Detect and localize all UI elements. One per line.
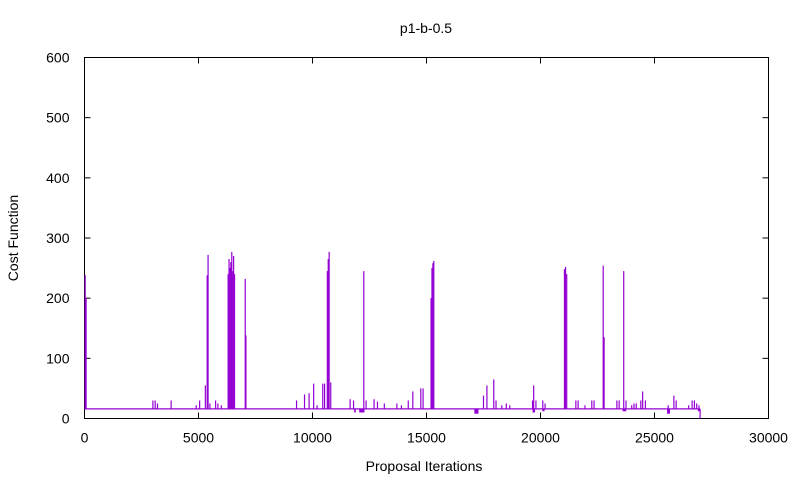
x-tick-label: 30000 [749,430,788,446]
series-dip [474,408,479,414]
chart-title: p1-b-0.5 [400,20,452,36]
series-dip [542,408,545,412]
x-tick-label: 5000 [183,430,214,446]
series-dip [622,408,627,412]
y-tick-label: 400 [46,170,70,186]
x-tick-label: 0 [81,430,89,446]
y-tick-label: 0 [62,411,70,427]
x-tick-label: 20000 [521,430,560,446]
y-tick-label: 500 [46,110,70,126]
series-dip [667,408,671,414]
y-tick-label: 600 [46,50,70,66]
y-axis-label: Cost Function [5,195,21,281]
series-dip [359,408,365,413]
y-axis: 0 100 200 300 400 500 600 [46,50,769,427]
series-dip [354,408,356,413]
plot-frame [84,57,769,419]
y-tick-label: 200 [46,290,70,306]
series-dip [532,408,536,413]
series-dip [697,408,700,412]
x-tick-label: 15000 [407,430,446,446]
y-tick-label: 100 [46,350,70,366]
x-tick-label: 25000 [635,430,674,446]
x-axis: 0 5000 10000 15000 20000 25000 30000 [81,57,788,446]
series-layer [84,251,701,419]
x-axis-label: Proposal Iterations [366,458,483,474]
x-tick-label: 10000 [293,430,332,446]
y-tick-label: 300 [46,230,70,246]
